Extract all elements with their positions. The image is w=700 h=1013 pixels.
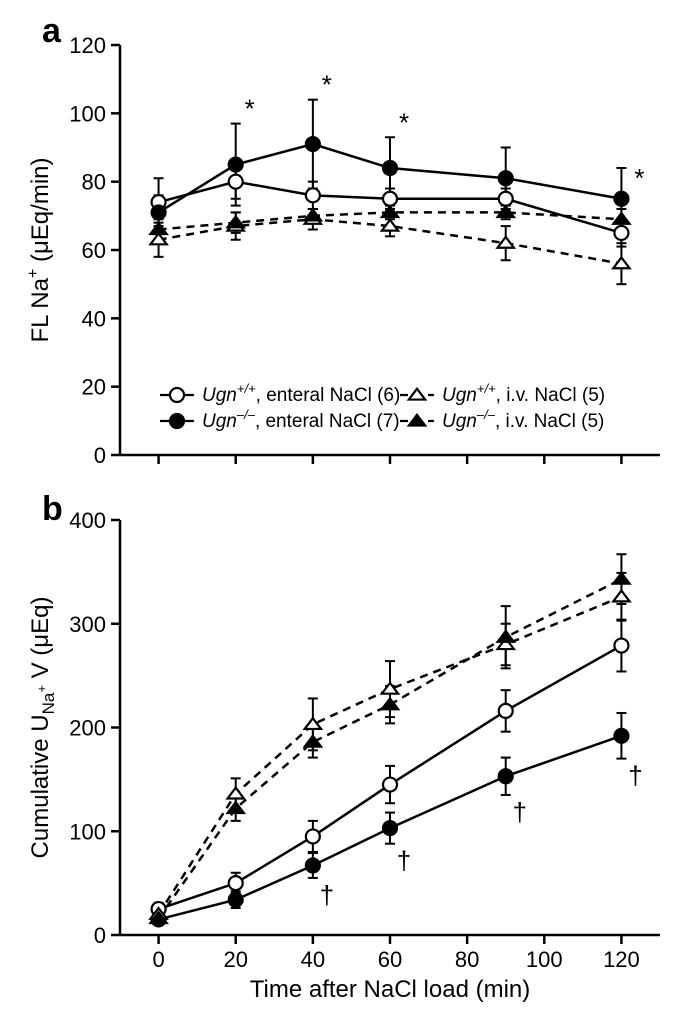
x-tick-label: 120 <box>603 947 640 972</box>
y-tick-label: 120 <box>69 33 106 58</box>
series-ko_iv <box>154 554 627 921</box>
panel-b: 0 100 200 300 400 0 20 40 60 80 100 120 † † † † Cumulati… <box>27 508 660 972</box>
sig-mark: † <box>628 761 642 791</box>
sig-mark: † <box>320 880 334 910</box>
y-tick-label: 80 <box>82 170 106 195</box>
y-axis-label: Cumulative UNa+ V (μEq) <box>27 597 58 859</box>
y-tick-label: 40 <box>82 306 106 331</box>
y-tick-label: 0 <box>94 443 106 468</box>
y-tick-label: 400 <box>69 508 106 533</box>
sig-mark: * <box>245 94 255 124</box>
legend-entry: Ugn+/+, i.v. NaCl (5) <box>442 381 605 406</box>
sig-mark: * <box>399 107 409 137</box>
y-tick-label: 20 <box>82 375 106 400</box>
y-tick-label: 0 <box>94 923 106 948</box>
y-tick-label: 100 <box>69 101 106 126</box>
y-tick-label: 100 <box>69 819 106 844</box>
y-tick-label: 200 <box>69 716 106 741</box>
sig-mark: † <box>512 797 526 827</box>
x-tick-label: 100 <box>526 947 563 972</box>
legend-entry: Ugn–/–, enteral NaCl (7) <box>202 407 400 432</box>
y-axis-label: FL Na+ (μEq/min) <box>25 158 54 343</box>
legend-entry: Ugn–/–, i.v. NaCl (5) <box>442 407 604 432</box>
sig-mark: * <box>322 70 332 100</box>
x-axis-label: Time after NaCl load (min) <box>250 976 531 1003</box>
series-ko_enteral <box>154 713 627 923</box>
legend: Ugn+/+, enteral NaCl (6)Ugn–/–, enteral … <box>160 381 605 432</box>
x-tick-label: 80 <box>455 947 479 972</box>
panel-label-a: a <box>42 12 62 50</box>
sig-mark: * <box>634 163 644 193</box>
legend-entry: Ugn+/+, enteral NaCl (6) <box>202 381 400 406</box>
x-tick-label: 0 <box>152 947 164 972</box>
y-tick-label: 60 <box>82 238 106 263</box>
y-tick-label: 300 <box>69 612 106 637</box>
panel-label-b: b <box>42 490 63 528</box>
x-tick-label: 60 <box>378 947 402 972</box>
sig-mark: † <box>397 846 411 876</box>
x-tick-label: 40 <box>301 947 325 972</box>
x-tick-label: 20 <box>223 947 247 972</box>
